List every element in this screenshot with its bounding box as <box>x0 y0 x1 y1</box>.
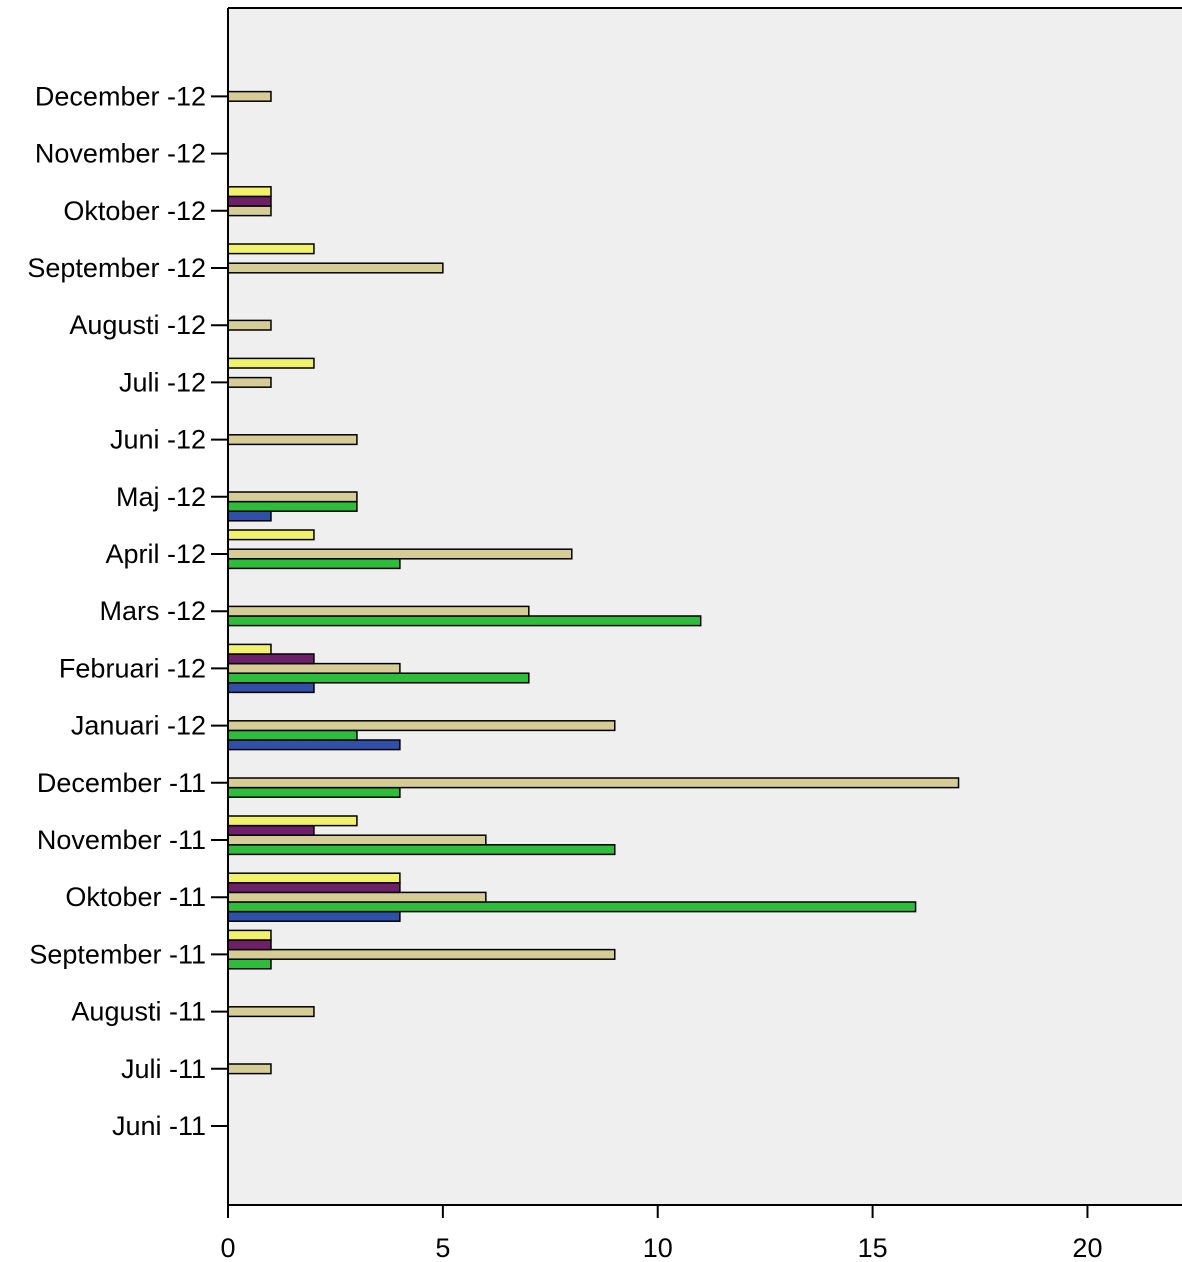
bar-4-3 <box>227 939 272 951</box>
bar-5-5 <box>227 815 358 827</box>
bar-1-7 <box>227 739 401 751</box>
bar-5-16 <box>227 186 272 198</box>
category-label: Juni -11 <box>112 1111 206 1141</box>
bar-3-8 <box>227 662 401 674</box>
bar-2-3 <box>227 958 272 970</box>
category-label: Juni -12 <box>110 425 206 455</box>
bar-1-8 <box>227 682 315 694</box>
bar-3-13 <box>227 376 272 388</box>
bar-5-15 <box>227 243 315 255</box>
bar-1-4 <box>227 910 401 922</box>
value-axis: 0 5 10 15 20 <box>220 1205 1102 1262</box>
value-tick-label: 5 <box>435 1233 450 1262</box>
category-label: Juli -12 <box>119 367 206 397</box>
bar-3-4 <box>227 891 487 903</box>
bar-3-16 <box>227 205 272 217</box>
bar-1-11 <box>227 510 272 522</box>
bar-3-15 <box>227 262 444 274</box>
category-label: November -12 <box>35 139 206 169</box>
bar-2-7 <box>227 729 358 741</box>
bar-2-11 <box>227 500 358 512</box>
bar-3-9 <box>227 605 530 617</box>
bar-3-10 <box>227 548 573 560</box>
bar-5-10 <box>227 529 315 541</box>
value-tick-label: 10 <box>643 1233 673 1262</box>
bar-2-8 <box>227 672 530 684</box>
value-tick-label: 0 <box>220 1233 235 1262</box>
bar-5-4 <box>227 872 401 884</box>
bar-3-3 <box>227 948 616 960</box>
category-label: December -11 <box>37 768 206 798</box>
category-label: Maj -12 <box>116 482 206 512</box>
category-label: September -11 <box>29 939 206 969</box>
category-axis: Juni -11 Juli -11 Augusti -11 September -11… <box>27 81 228 1141</box>
category-label: April -12 <box>105 539 206 569</box>
bar-3-14 <box>227 319 272 331</box>
bar-2-6 <box>227 786 401 798</box>
bar-5-8 <box>227 643 272 655</box>
category-label: Juli -11 <box>121 1054 206 1084</box>
bar-3-11 <box>227 491 358 503</box>
bar-3-12 <box>227 434 358 446</box>
category-label: September -12 <box>27 253 206 283</box>
bar-3-1 <box>227 1063 272 1075</box>
category-label: November -11 <box>37 825 206 855</box>
category-label: Januari -12 <box>71 711 206 741</box>
category-label: Oktober -11 <box>65 882 206 912</box>
bar-4-16 <box>227 195 272 207</box>
value-tick-label: 15 <box>858 1233 888 1262</box>
bar-3-5 <box>227 834 487 846</box>
bar-3-2 <box>227 1006 315 1018</box>
bar-3-6 <box>227 777 960 789</box>
bar-2-9 <box>227 615 702 627</box>
bar-2-4 <box>227 901 917 913</box>
bar-3-7 <box>227 720 616 732</box>
bar-3-18 <box>227 90 272 102</box>
value-tick-label: 20 <box>1072 1233 1102 1262</box>
bar-5-13 <box>227 357 315 369</box>
category-label: Augusti -11 <box>71 997 206 1027</box>
bar-2-10 <box>227 558 401 570</box>
category-label: Februari -12 <box>59 653 206 683</box>
category-label: Oktober -12 <box>63 196 206 226</box>
bar-2-5 <box>227 844 616 856</box>
category-label: Augusti -12 <box>69 310 206 340</box>
bar-4-4 <box>227 882 401 894</box>
bar-5-3 <box>227 929 272 941</box>
bar-4-5 <box>227 824 315 836</box>
category-label: Mars -12 <box>99 596 206 626</box>
category-label: December -12 <box>35 81 206 111</box>
bar-4-8 <box>227 653 315 665</box>
